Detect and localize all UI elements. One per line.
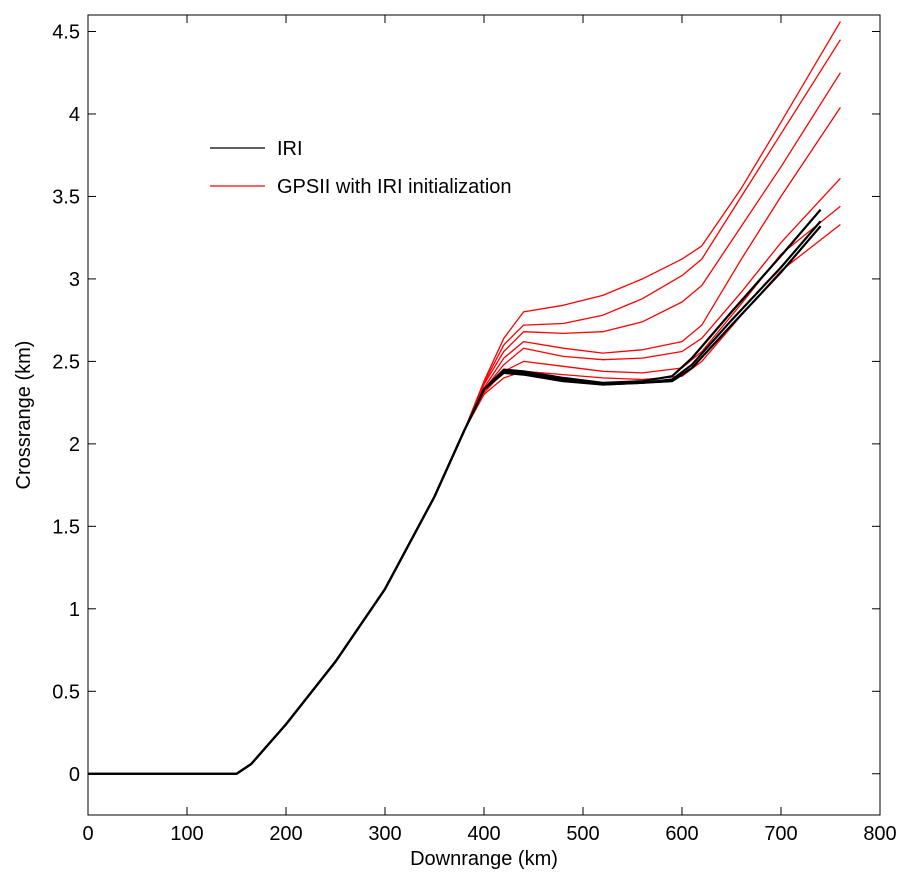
y-tick-label: 3	[69, 269, 80, 291]
y-tick-label: 4.5	[52, 21, 80, 43]
y-tick-label: 2	[69, 434, 80, 456]
y-tick-label: 1.5	[52, 516, 80, 538]
y-axis-label: Crossrange (km)	[13, 341, 35, 490]
x-tick-label: 800	[863, 823, 896, 845]
legend: IRI GPSII with IRI initialization	[210, 138, 512, 198]
series-layer	[88, 21, 841, 775]
x-tick-label: 400	[467, 823, 500, 845]
x-tick-label: 200	[269, 823, 302, 845]
y-tick-label: 4	[69, 104, 80, 126]
x-tick-label: 100	[170, 823, 203, 845]
y-tick-label: 0	[69, 764, 80, 786]
y-tick-label: 0.5	[52, 681, 80, 703]
y-tick-label: 1	[69, 599, 80, 621]
x-tick-label: 0	[82, 823, 93, 845]
y-tick-label: 3.5	[52, 186, 80, 208]
x-axis-label: Downrange (km)	[410, 848, 558, 870]
y-tick-label: 2.5	[52, 351, 80, 373]
x-tick-label: 700	[764, 823, 797, 845]
x-tick-label: 600	[665, 823, 698, 845]
legend-label-gpsii: GPSII with IRI initialization	[277, 176, 512, 198]
tick-layer: 0 100 200 300 400 500 600 700 800 0 0.5 1 1.5 2 2.5 3 3.…	[52, 15, 897, 845]
legend-label-iri: IRI	[277, 138, 303, 160]
series-line-iri-2	[88, 225, 822, 775]
x-tick-label: 500	[566, 823, 599, 845]
x-tick-label: 300	[368, 823, 401, 845]
